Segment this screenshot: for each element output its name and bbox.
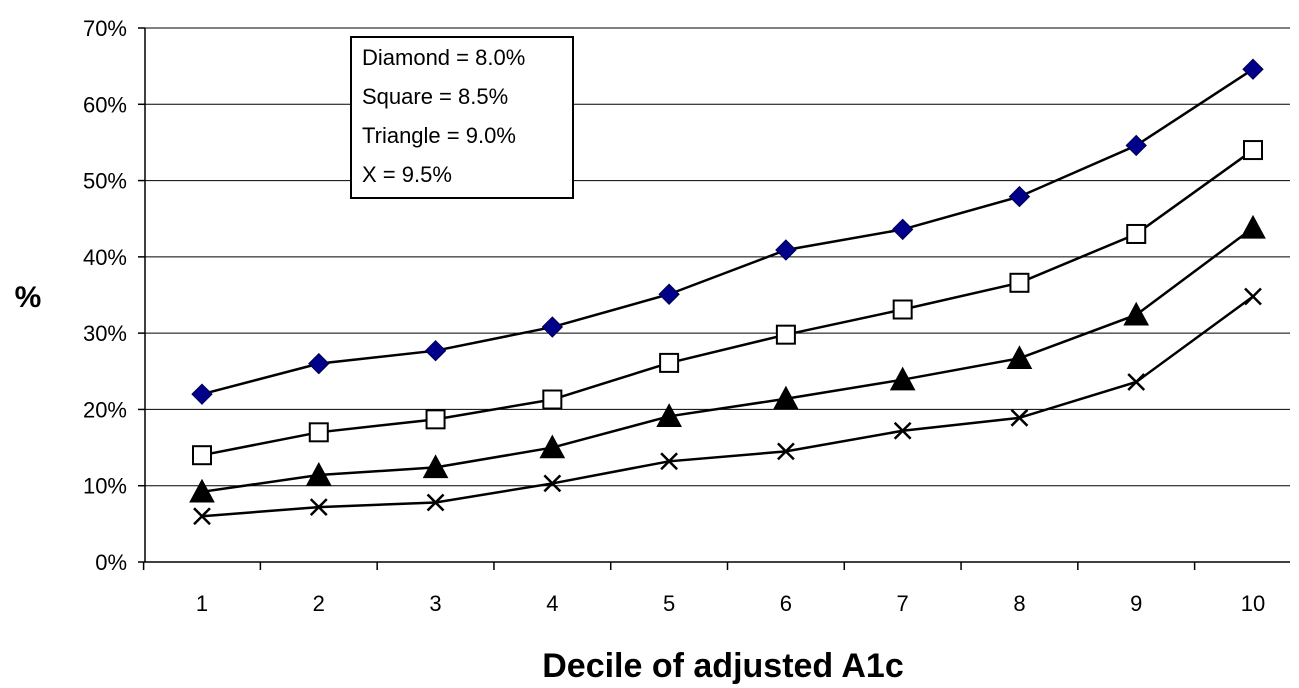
x-tick-label-2: 3 [429, 591, 441, 616]
x-point-7 [893, 421, 912, 440]
series-diamond [191, 58, 1264, 405]
legend-entry-triangle: Triangle = 9.0% [362, 123, 516, 148]
x-tick-labels: 1 2 3 4 5 6 7 8 9 10 [142, 562, 1265, 616]
diamond-point-9 [1125, 134, 1147, 157]
axes [144, 28, 1290, 563]
y-tick-labels: 0% 10% 20% 30% 40% 50% 60% 70% [83, 16, 145, 575]
diamond-point-4 [541, 316, 564, 338]
triangle-point-2 [305, 461, 332, 486]
x-point-1 [193, 507, 211, 526]
square-point-9 [1126, 223, 1147, 244]
x-point-4 [543, 474, 562, 493]
series-square [192, 140, 1263, 466]
triangle-point-8 [1006, 345, 1033, 370]
x-tick-label-1: 2 [313, 591, 325, 616]
x-point-8 [1010, 408, 1029, 427]
series-line-square [201, 149, 1254, 457]
triangle-point-4 [539, 434, 566, 459]
y-tick-label-7: 70% [83, 16, 127, 41]
x-axis-title: Decile of adjusted A1c [542, 647, 904, 685]
y-tick-label-2: 20% [83, 397, 127, 422]
diamond-point-8 [1008, 185, 1031, 208]
square-point-4 [542, 389, 563, 410]
legend-entry-x: X = 9.5% [362, 162, 452, 187]
y-tick-label-0: 0% [95, 550, 127, 575]
square-point-7 [892, 299, 913, 320]
square-point-6 [775, 324, 796, 345]
series-x [193, 287, 1262, 526]
square-point-8 [1009, 272, 1030, 293]
legend-entry-diamond: Diamond = 8.0% [362, 45, 525, 70]
gridlines [145, 27, 1290, 487]
diamond-point-6 [775, 239, 797, 261]
series-line-x [201, 295, 1254, 518]
x-point-9 [1127, 373, 1146, 391]
diamond-point-5 [658, 283, 680, 305]
triangle-point-5 [656, 403, 682, 427]
diamond-point-10 [1242, 58, 1264, 80]
x-tick-label-5: 6 [780, 591, 792, 616]
x-point-3 [426, 493, 445, 512]
x-tick-label-9: 10 [1241, 591, 1265, 616]
x-tick-label-3: 4 [546, 591, 558, 616]
square-point-5 [659, 352, 680, 373]
diamond-point-1 [191, 383, 213, 405]
x-tick-label-8: 9 [1130, 591, 1142, 616]
square-point-10 [1243, 140, 1263, 161]
triangle-point-3 [422, 454, 449, 479]
triangle-point-10 [1240, 214, 1266, 239]
square-point-2 [308, 422, 329, 443]
x-tick-label-0: 1 [196, 591, 208, 616]
x-point-5 [660, 452, 678, 471]
y-axis-title: % [15, 281, 42, 314]
legend-entry-square: Square = 8.5% [362, 84, 508, 109]
square-point-1 [192, 445, 212, 466]
diamond-point-7 [891, 218, 914, 241]
triangle-point-9 [1123, 301, 1150, 326]
x-tick-label-7: 8 [1013, 591, 1025, 616]
y-tick-label-3: 30% [83, 321, 127, 346]
y-tick-label-5: 50% [83, 169, 127, 194]
x-point-10 [1244, 287, 1262, 306]
diamond-point-2 [308, 352, 330, 375]
series-triangle [189, 214, 1266, 503]
legend: Diamond = 8.0% Square = 8.5% Triangle = … [350, 36, 574, 199]
x-tick-label-4: 5 [663, 591, 675, 616]
square-point-3 [425, 409, 446, 430]
x-point-2 [309, 498, 328, 516]
diamond-point-3 [424, 339, 447, 362]
triangle-point-6 [773, 385, 799, 410]
series-group [189, 58, 1266, 526]
x-tick-label-6: 7 [897, 591, 909, 616]
series-line-triangle [201, 226, 1254, 494]
triangle-point-1 [189, 478, 215, 503]
series-line-diamond [201, 68, 1254, 396]
triangle-point-7 [889, 366, 916, 391]
y-tick-label-4: 40% [83, 245, 127, 270]
legend-box [350, 36, 574, 199]
y-tick-label-1: 10% [83, 474, 127, 499]
y-tick-label-6: 60% [83, 92, 127, 117]
x-point-6 [777, 442, 795, 461]
